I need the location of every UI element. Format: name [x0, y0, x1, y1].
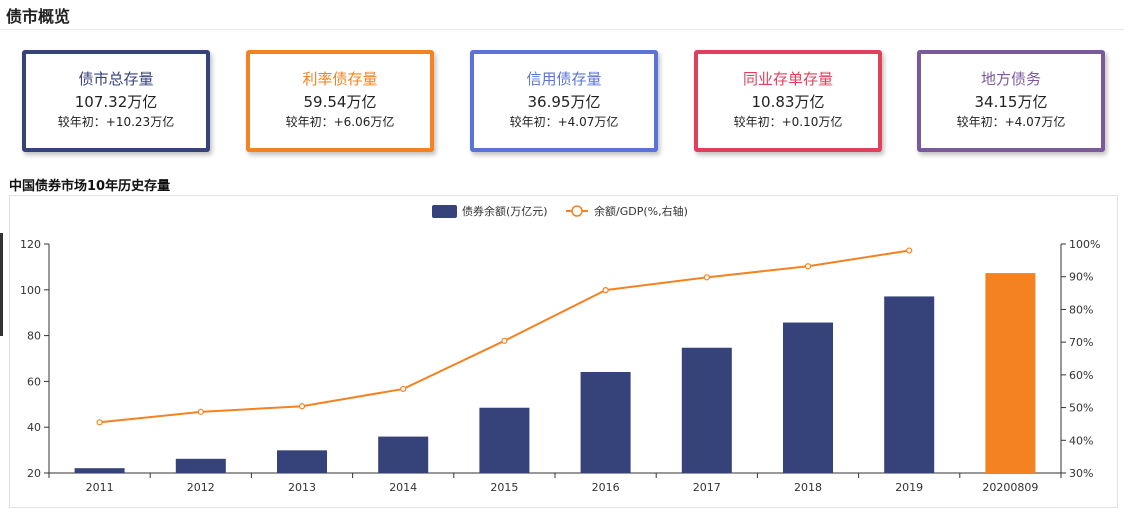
bar-20200809: [985, 273, 1036, 473]
chart-title: 中国债券市场10年历史存量: [9, 179, 171, 194]
left-axis-tick-label: 100: [20, 284, 41, 297]
legend-line-marker: [571, 205, 583, 217]
gdp-ratio-point-2017: [703, 274, 710, 281]
x-axis-tick-label: 2017: [693, 481, 721, 494]
right-axis-tick-label: 50%: [1069, 402, 1093, 415]
gdp-ratio-point-2016: [602, 287, 609, 294]
card-value: 59.54万亿: [303, 93, 377, 111]
bar-2018: [783, 322, 833, 473]
right-axis-tick-label: 80%: [1069, 303, 1093, 316]
card-delta: 较年初：+0.10万亿: [733, 115, 843, 129]
left-edge-marker: [0, 233, 3, 336]
left-axis-tick-label: 120: [20, 238, 41, 251]
x-axis-tick-label: 2015: [490, 481, 518, 494]
card-value: 10.83万亿: [751, 93, 825, 111]
x-axis-tick-label: 2014: [389, 481, 417, 494]
right-axis-tick-label: 70%: [1069, 336, 1093, 349]
legend-bar-label: 债券余额(万亿元): [462, 204, 548, 218]
left-axis-tick-label: 80: [27, 330, 41, 343]
x-axis-tick-label: 2012: [187, 481, 215, 494]
card-value: 107.32万亿: [74, 93, 158, 111]
gdp-ratio-point-2015: [501, 337, 508, 344]
right-axis-tick-label: 40%: [1069, 434, 1093, 447]
card-delta: 较年初：+10.23万亿: [57, 115, 175, 129]
left-axis-tick-label: 40: [27, 421, 41, 434]
right-axis-tick-label: 60%: [1069, 369, 1093, 382]
card-rate-bond-stock[interactable]: 利率债存量 59.54万亿 较年初：+6.06万亿: [246, 50, 434, 152]
card-total-bond-stock[interactable]: 债市总存量 107.32万亿 较年初：+10.23万亿: [22, 50, 210, 152]
card-delta: 较年初：+4.07万亿: [509, 115, 619, 129]
card-delta: 较年初：+6.06万亿: [285, 115, 395, 129]
bar-2012: [175, 458, 226, 473]
card-delta: 较年初：+4.07万亿: [956, 115, 1066, 129]
card-local-debt[interactable]: 地方债务 34.15万亿 较年初：+4.07万亿: [917, 50, 1105, 152]
card-ncd-stock[interactable]: 同业存单存量 10.83万亿 较年初：+0.10万亿: [694, 50, 882, 152]
gdp-ratio-point-2019: [906, 247, 913, 254]
bar-2017: [681, 347, 732, 473]
x-axis-tick-label: 2016: [592, 481, 620, 494]
title-divider: [0, 29, 1124, 30]
card-title: 地方债务: [980, 70, 1041, 88]
gdp-ratio-point-2014: [400, 385, 407, 393]
card-title: 利率债存量: [302, 70, 378, 88]
left-axis-tick-label: 20: [27, 467, 41, 480]
x-axis-tick-label: 20200809: [982, 481, 1038, 494]
x-axis-tick-label: 2018: [794, 481, 822, 494]
page-title: 债市概览: [6, 7, 71, 26]
card-title: 信用债存量: [526, 70, 602, 88]
bar-2016: [580, 372, 631, 473]
card-value: 34.15万亿: [974, 93, 1048, 111]
chart-frame: [9, 195, 1118, 508]
legend-line-label: 余额/GDP(%,右轴): [594, 204, 688, 218]
bar-2011: [74, 468, 125, 473]
right-axis-tick-label: 100%: [1069, 238, 1100, 251]
bar-2019: [884, 296, 935, 473]
right-axis-tick-label: 30%: [1069, 467, 1093, 480]
gdp-ratio-point-2012: [197, 408, 204, 415]
bar-2015: [479, 407, 530, 473]
bar-2014: [378, 436, 429, 473]
card-title: 同业存单存量: [742, 70, 833, 88]
left-axis-tick-label: 60: [27, 375, 41, 388]
x-axis-tick-label: 2013: [288, 481, 316, 494]
bar-2013: [277, 450, 327, 473]
x-axis-tick-label: 2019: [895, 481, 923, 494]
card-title: 债市总存量: [78, 70, 154, 88]
gdp-ratio-point-2013: [298, 403, 306, 410]
card-credit-bond-stock[interactable]: 信用债存量 36.95万亿 较年初：+4.07万亿: [470, 50, 658, 152]
right-axis-tick-label: 90%: [1069, 271, 1093, 284]
card-value: 36.95万亿: [527, 93, 601, 111]
x-axis-tick-label: 2011: [86, 481, 114, 494]
gdp-ratio-point-2011: [96, 419, 103, 426]
legend-bar-swatch: [432, 205, 457, 218]
gdp-ratio-point-2018: [804, 263, 812, 270]
